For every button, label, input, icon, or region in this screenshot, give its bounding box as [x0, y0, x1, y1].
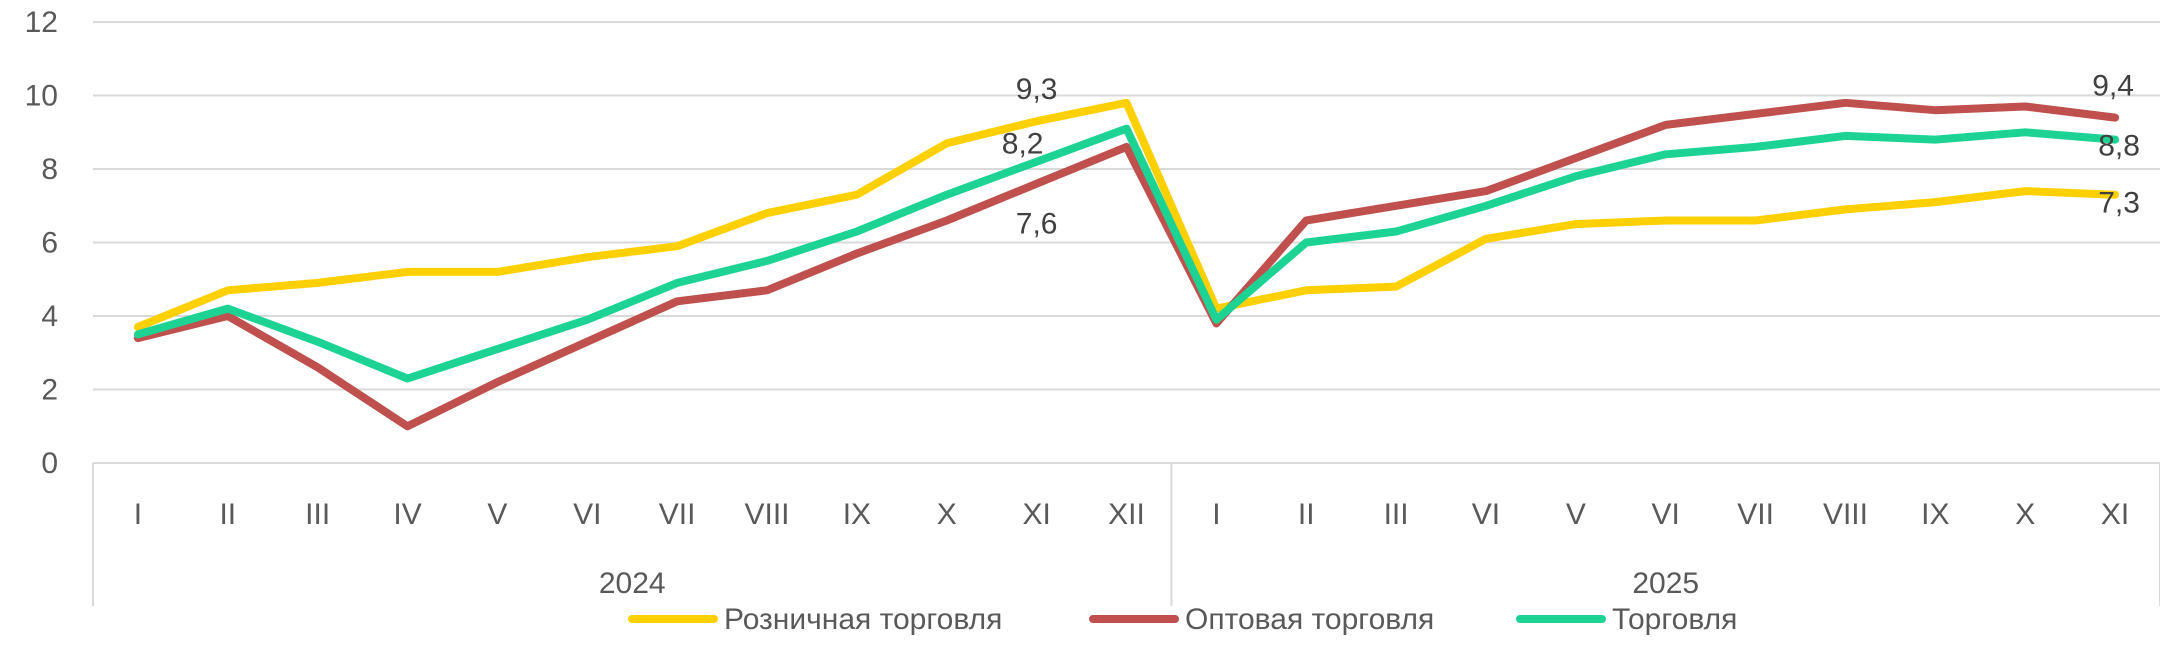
data-label: 8,8: [2098, 130, 2140, 163]
series-lines: [133, 98, 2120, 431]
series-line-3: [133, 124, 2120, 383]
x-tick-label: IV: [393, 498, 421, 531]
y-tick-label: 0: [41, 447, 58, 480]
x-tick-label: I: [134, 498, 142, 531]
legend-entry: Оптовая торговля: [1185, 603, 1434, 636]
gridlines: [93, 21, 2160, 464]
x-tick-label: III: [305, 498, 330, 531]
x-tick-label: VI: [1472, 498, 1500, 531]
x-tick-label: XI: [2101, 498, 2129, 531]
y-axis-ticks: 0 2 4 6 8 10 12: [25, 6, 58, 480]
series-line-1: [133, 98, 2120, 331]
y-tick-label: 10: [25, 80, 58, 113]
x-tick-label: II: [1298, 498, 1315, 531]
x-axis: I II III IV V VI VII VIII IX X XI XII I II III VI V VI VII…: [92, 463, 2160, 606]
y-tick-label: 8: [41, 153, 58, 186]
x-tick-label: X: [937, 498, 957, 531]
x-tick-label: II: [219, 498, 236, 531]
legend: Розничная торговля Оптовая торговля Торгов…: [628, 603, 1737, 636]
y-tick-label: 12: [25, 6, 58, 39]
data-label: 7,3: [2098, 187, 2140, 220]
x-tick-label: IX: [843, 498, 871, 531]
x-group-label: 2024: [599, 567, 666, 600]
series-line-2: [133, 98, 2120, 431]
y-tick-label: 4: [41, 300, 58, 333]
x-group-label: 2025: [1632, 567, 1699, 600]
data-label: 7,6: [1016, 208, 1058, 241]
x-tick-label: V: [1566, 498, 1586, 531]
x-tick-label: IX: [1921, 498, 1949, 531]
data-labels: 9,3 8,2 7,6 9,4 8,8 7,3: [1002, 70, 2140, 241]
legend-entry: Торговля: [1612, 603, 1737, 636]
x-tick-label: VIII: [745, 498, 790, 531]
y-tick-label: 6: [41, 227, 58, 260]
data-label: 9,4: [2092, 70, 2134, 103]
x-tick-label: VI: [573, 498, 601, 531]
data-label: 8,2: [1002, 128, 1044, 161]
x-tick-label: I: [1212, 498, 1220, 531]
x-tick-label: V: [487, 498, 507, 531]
x-tick-label: XII: [1108, 498, 1145, 531]
x-tick-label: XI: [1022, 498, 1050, 531]
x-tick-label: VII: [659, 498, 696, 531]
legend-entry: Розничная торговля: [724, 603, 1002, 636]
x-tick-label: VI: [1652, 498, 1680, 531]
x-tick-label: X: [2015, 498, 2035, 531]
y-tick-label: 2: [41, 374, 58, 407]
x-tick-label: VIII: [1823, 498, 1868, 531]
data-label: 9,3: [1016, 73, 1058, 106]
x-tick-label: III: [1384, 498, 1409, 531]
x-tick-label: VII: [1737, 498, 1774, 531]
